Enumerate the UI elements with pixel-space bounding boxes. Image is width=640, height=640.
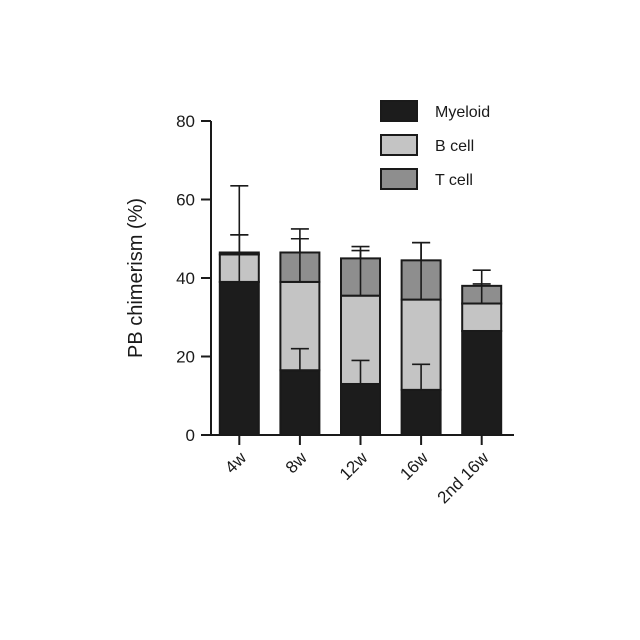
- bar-segment-b-cell: [462, 304, 501, 331]
- y-tick-label: 80: [176, 112, 195, 131]
- legend-swatch-myeloid: [381, 101, 417, 121]
- y-tick-label: 40: [176, 269, 195, 288]
- bar-segment-myeloid: [280, 370, 319, 435]
- y-tick-label: 0: [186, 426, 195, 445]
- legend-label: Myeloid: [435, 104, 490, 121]
- bar-segment-myeloid: [462, 331, 501, 435]
- x-tick-label: 2nd 16w: [434, 448, 493, 507]
- x-tick-label: 12w: [336, 448, 372, 484]
- x-tick-label: 8w: [282, 448, 311, 477]
- legend-swatch-b-cell: [381, 135, 417, 155]
- x-ticks: 4w 8w 12w 16w2nd 16w: [221, 435, 493, 507]
- legend: Myeloid B cell T cell: [381, 101, 490, 189]
- bar-segment-myeloid: [220, 282, 259, 435]
- y-axis-title: PB chimerism (%): [125, 198, 147, 358]
- bar-segment-myeloid: [341, 384, 380, 435]
- bar-segment-myeloid: [402, 390, 441, 435]
- y-ticks: 0 20 40 60 80: [176, 112, 211, 445]
- legend-label: B cell: [435, 138, 474, 155]
- y-tick-label: 60: [176, 191, 195, 210]
- y-tick-label: 20: [176, 348, 195, 367]
- legend-label: T cell: [435, 172, 473, 189]
- x-tick-label: 16w: [396, 448, 432, 484]
- legend-swatch-t-cell: [381, 169, 417, 189]
- x-tick-label: 4w: [221, 448, 250, 477]
